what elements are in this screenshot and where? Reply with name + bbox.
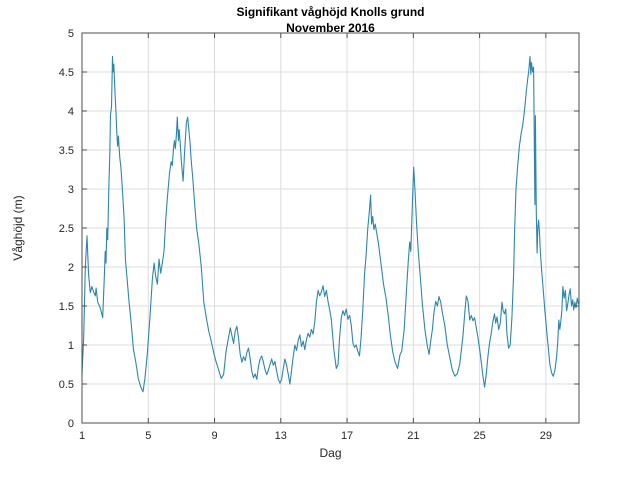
y-tick-label: 1 [68, 340, 74, 352]
x-tick-label: 9 [211, 430, 217, 442]
chart-title-block: Signifikant våghöjd Knolls grund Novembe… [82, 4, 579, 36]
y-tick-label: 4.5 [59, 67, 74, 79]
chart-subtitle: November 2016 [286, 21, 375, 35]
y-tick-label: 0.5 [59, 379, 74, 391]
x-tick-label: 13 [275, 430, 287, 442]
x-tick-label: 5 [145, 430, 151, 442]
x-tick-label: 25 [473, 430, 485, 442]
x-tick-label: 21 [407, 430, 419, 442]
y-tick-label: 4 [68, 106, 74, 118]
wave-height-series [81, 55, 580, 393]
y-tick-label: 0 [68, 418, 74, 430]
x-tick-label: 29 [540, 430, 552, 442]
chart-title: Signifikant våghöjd Knolls grund [236, 5, 425, 19]
x-tick-label: 17 [341, 430, 353, 442]
y-tick-label: 3.5 [59, 145, 74, 157]
y-tick-label: 5 [68, 28, 74, 40]
x-axis-label: Dag [319, 446, 342, 460]
y-tick-label: 2.5 [59, 223, 74, 235]
x-tick-label: 1 [79, 430, 85, 442]
y-tick-label: 3 [68, 184, 74, 196]
y-tick-label: 1.5 [59, 301, 74, 313]
y-tick-label: 2 [68, 262, 74, 274]
